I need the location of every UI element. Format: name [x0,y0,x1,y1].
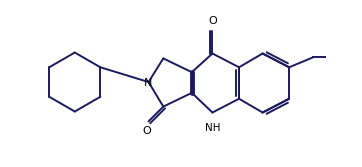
Text: O: O [208,16,217,26]
Text: NH: NH [205,123,220,133]
Text: N: N [144,78,153,88]
Text: O: O [142,126,151,136]
